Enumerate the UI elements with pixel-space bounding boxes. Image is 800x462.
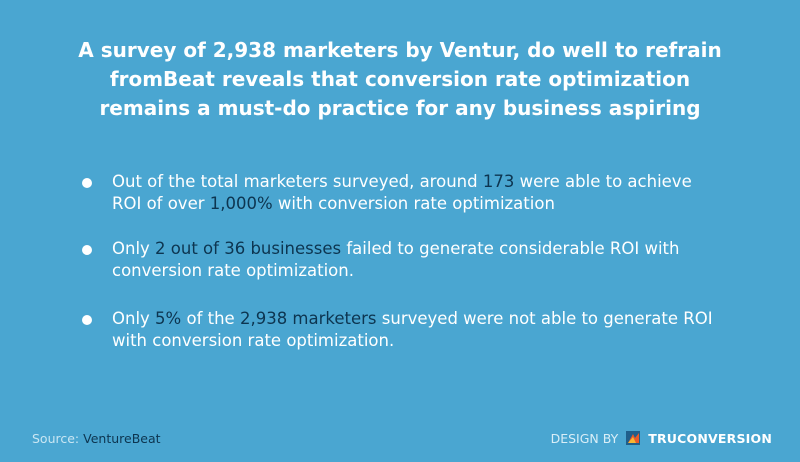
bullet-item-3: Only 5% of the 2,938 marketers surveyed … xyxy=(82,308,744,352)
design-by-label: DESIGN BY xyxy=(550,430,619,446)
bullet-3-highlight-percent: 5% xyxy=(155,309,182,328)
bullet-1-pre: Out of the total marketers surveyed, aro… xyxy=(112,172,483,191)
bullet-text-2: Only 2 out of 36 businesses failed to ge… xyxy=(112,238,744,282)
bullet-dot-icon xyxy=(82,178,92,188)
bullet-1-highlight-percent: 1,000% xyxy=(209,194,273,213)
bullet-1-post: with conversion rate optimization xyxy=(272,194,555,213)
source-label: Source: xyxy=(32,431,80,446)
bullet-item-2: Only 2 out of 36 businesses failed to ge… xyxy=(82,238,744,282)
bullet-2-post: failed to generate considerable ROI with xyxy=(341,239,680,258)
source-credit: Source: VentureBeat xyxy=(32,431,161,446)
bullet-3-pre: Only xyxy=(112,309,156,328)
headline: A survey of 2,938 marketers by Ventur, d… xyxy=(0,36,800,123)
bullet-dot-icon xyxy=(82,315,92,325)
headline-line-1: A survey of 2,938 marketers by Ventur, d… xyxy=(78,38,722,62)
bullet-1-highlight-count: 173 xyxy=(482,172,515,191)
bullet-1-mid: were able to achieve xyxy=(514,172,692,191)
bullet-3-mid: of the xyxy=(181,309,240,328)
design-credit: DESIGN BY TRUCONVERSION xyxy=(551,430,772,446)
bullet-2-highlight: 2 out of 36 businesses xyxy=(155,239,342,258)
bullet-2-line2: conversion rate optimization. xyxy=(112,261,354,280)
bullet-text-1: Out of the total marketers surveyed, aro… xyxy=(112,171,744,215)
bullet-item-1: Out of the total marketers surveyed, aro… xyxy=(82,171,744,215)
bullet-3-line2: with conversion rate optimization. xyxy=(112,331,395,350)
bullet-1-mid2: ROI of over xyxy=(112,194,210,213)
truconversion-logo-icon xyxy=(626,430,642,446)
bullet-3-post: surveyed were not able to generate ROI xyxy=(376,309,713,328)
source-value: VentureBeat xyxy=(83,431,161,446)
bullet-dot-icon xyxy=(82,245,92,255)
headline-line-2: fromBeat reveals that conversion rate op… xyxy=(109,67,691,91)
headline-line-3: remains a must-do practice for any busin… xyxy=(99,96,701,120)
bullet-text-3: Only 5% of the 2,938 marketers surveyed … xyxy=(112,308,744,352)
bullet-3-highlight-marketers: 2,938 marketers xyxy=(239,309,377,328)
brand-name: TRUCONVERSION xyxy=(648,430,772,446)
bullet-2-pre: Only xyxy=(112,239,156,258)
